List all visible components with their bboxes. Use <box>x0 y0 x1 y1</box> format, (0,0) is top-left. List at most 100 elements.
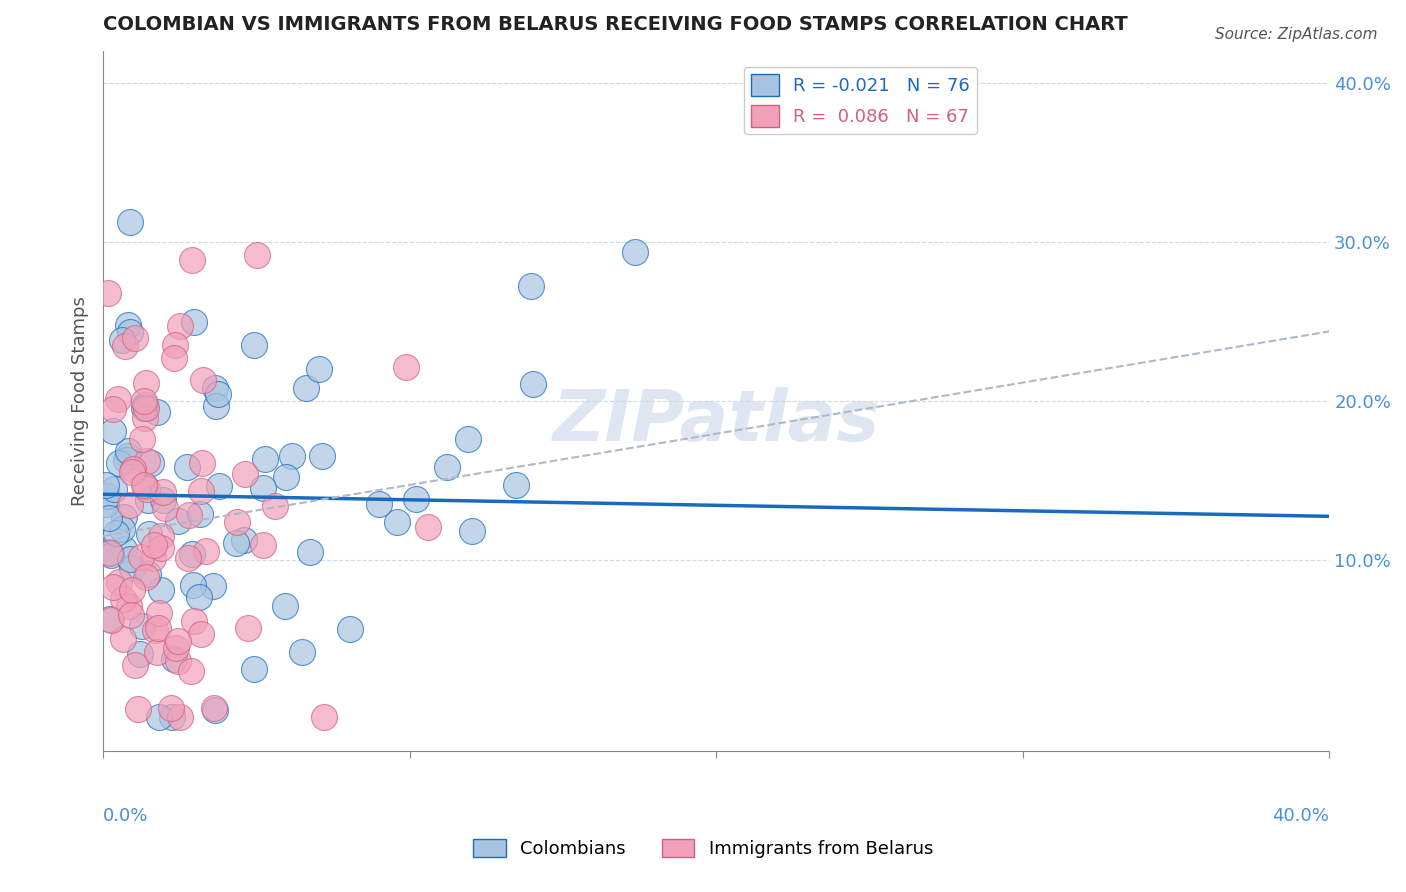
Immigrants from Belarus <box>169 710 191 724</box>
Colombians <box>162 710 184 724</box>
Immigrants from Belarus <box>98 546 121 560</box>
Colombians <box>368 497 391 511</box>
Immigrants from Belarus <box>150 529 173 543</box>
Text: 40.0%: 40.0% <box>1272 806 1329 824</box>
Immigrants from Belarus <box>163 351 186 365</box>
Immigrants from Belarus <box>193 373 215 387</box>
Colombians <box>97 545 120 559</box>
Colombians <box>183 315 205 329</box>
Colombians <box>188 507 211 521</box>
Immigrants from Belarus <box>190 484 212 499</box>
Immigrants from Belarus <box>146 621 169 635</box>
Colombians <box>522 377 544 392</box>
Colombians <box>111 333 134 347</box>
Immigrants from Belarus <box>180 252 202 267</box>
Colombians <box>387 515 409 529</box>
Immigrants from Belarus <box>135 570 157 584</box>
Colombians <box>128 647 150 661</box>
Colombians <box>134 398 156 412</box>
Immigrants from Belarus <box>152 485 174 500</box>
Colombians <box>101 424 124 438</box>
Colombians <box>188 591 211 605</box>
Immigrants from Belarus <box>148 606 170 620</box>
Immigrants from Belarus <box>120 607 142 622</box>
Immigrants from Belarus <box>416 520 439 534</box>
Colombians <box>243 338 266 352</box>
Immigrants from Belarus <box>202 701 225 715</box>
Immigrants from Belarus <box>167 633 190 648</box>
Colombians <box>152 492 174 507</box>
Immigrants from Belarus <box>142 550 165 565</box>
Y-axis label: Receiving Food Stamps: Receiving Food Stamps <box>72 296 89 506</box>
Colombians <box>96 489 118 503</box>
Immigrants from Belarus <box>100 614 122 628</box>
Immigrants from Belarus <box>131 433 153 447</box>
Colombians <box>112 509 135 524</box>
Legend: Colombians, Immigrants from Belarus: Colombians, Immigrants from Belarus <box>465 831 941 865</box>
Immigrants from Belarus <box>238 621 260 635</box>
Colombians <box>117 444 139 458</box>
Colombians <box>103 483 125 497</box>
Colombians <box>176 460 198 475</box>
Immigrants from Belarus <box>107 392 129 407</box>
Colombians <box>180 547 202 561</box>
Colombians <box>131 619 153 633</box>
Immigrants from Belarus <box>135 376 157 390</box>
Text: Source: ZipAtlas.com: Source: ZipAtlas.com <box>1215 27 1378 42</box>
Immigrants from Belarus <box>226 515 249 529</box>
Immigrants from Belarus <box>129 550 152 565</box>
Immigrants from Belarus <box>153 501 176 516</box>
Colombians <box>242 662 264 676</box>
Immigrants from Belarus <box>143 623 166 637</box>
Immigrants from Belarus <box>150 541 173 555</box>
Colombians <box>121 561 143 575</box>
Colombians <box>115 452 138 467</box>
Colombians <box>280 450 302 464</box>
Colombians <box>204 380 226 394</box>
Colombians <box>117 318 139 332</box>
Immigrants from Belarus <box>314 710 336 724</box>
Colombians <box>253 452 276 467</box>
Colombians <box>208 479 231 493</box>
Immigrants from Belarus <box>135 482 157 496</box>
Colombians <box>132 401 155 415</box>
Colombians <box>273 599 295 614</box>
Colombians <box>204 703 226 717</box>
Colombians <box>311 449 333 463</box>
Immigrants from Belarus <box>124 330 146 344</box>
Colombians <box>138 527 160 541</box>
Immigrants from Belarus <box>118 599 141 613</box>
Text: 0.0%: 0.0% <box>103 806 149 824</box>
Colombians <box>166 514 188 528</box>
Colombians <box>149 582 172 597</box>
Immigrants from Belarus <box>101 580 124 594</box>
Immigrants from Belarus <box>233 467 256 482</box>
Immigrants from Belarus <box>134 393 156 408</box>
Immigrants from Belarus <box>183 614 205 628</box>
Immigrants from Belarus <box>246 247 269 261</box>
Colombians <box>436 460 458 475</box>
Text: ZIPatlas: ZIPatlas <box>553 387 880 456</box>
Colombians <box>136 493 159 508</box>
Immigrants from Belarus <box>127 702 149 716</box>
Colombians <box>204 399 226 413</box>
Immigrants from Belarus <box>134 478 156 492</box>
Colombians <box>108 456 131 470</box>
Immigrants from Belarus <box>135 401 157 416</box>
Immigrants from Belarus <box>191 456 214 470</box>
Immigrants from Belarus <box>114 339 136 353</box>
Colombians <box>117 449 139 463</box>
Text: COLOMBIAN VS IMMIGRANTS FROM BELARUS RECEIVING FOOD STAMPS CORRELATION CHART: COLOMBIAN VS IMMIGRANTS FROM BELARUS REC… <box>103 15 1128 34</box>
Immigrants from Belarus <box>97 286 120 301</box>
Immigrants from Belarus <box>124 658 146 673</box>
Immigrants from Belarus <box>179 508 201 522</box>
Colombians <box>96 478 118 492</box>
Immigrants from Belarus <box>122 462 145 476</box>
Immigrants from Belarus <box>159 700 181 714</box>
Colombians <box>100 548 122 562</box>
Colombians <box>136 567 159 582</box>
Colombians <box>207 387 229 401</box>
Immigrants from Belarus <box>136 454 159 468</box>
Colombians <box>623 245 645 260</box>
Colombians <box>505 478 527 492</box>
